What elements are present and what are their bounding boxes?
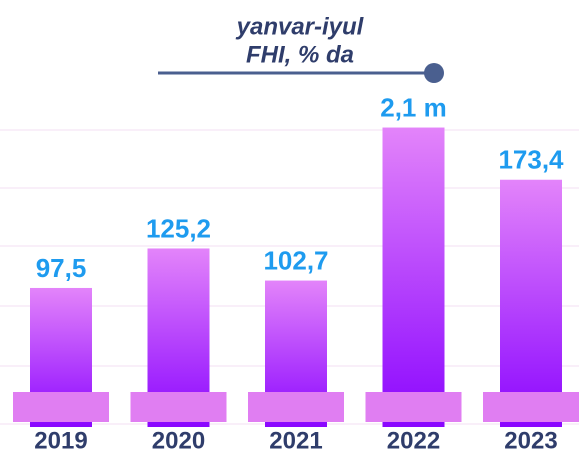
value-label: 125,2 (146, 213, 211, 243)
x-tick-label: 2022 (387, 427, 440, 453)
bar-base (130, 392, 227, 422)
bar-base (483, 392, 579, 422)
bar (500, 179, 562, 427)
value-label: 173,4 (498, 145, 564, 175)
x-tick-label: 2023 (504, 427, 557, 453)
x-tick-label: 2021 (269, 427, 322, 453)
title-dot (424, 63, 444, 83)
bar-base (365, 392, 462, 422)
chart-title: FHI, % da (246, 41, 354, 68)
value-label: 102,7 (263, 245, 328, 275)
value-label: 2,1 m (380, 92, 447, 122)
value-label: 97,5 (36, 253, 87, 283)
bar-base (248, 392, 344, 422)
x-tick-label: 2019 (34, 427, 87, 453)
chart-title: yanvar-iyul (236, 13, 365, 40)
x-tick-label: 2020 (152, 427, 205, 453)
bar-base (13, 392, 109, 422)
bar (382, 127, 445, 427)
